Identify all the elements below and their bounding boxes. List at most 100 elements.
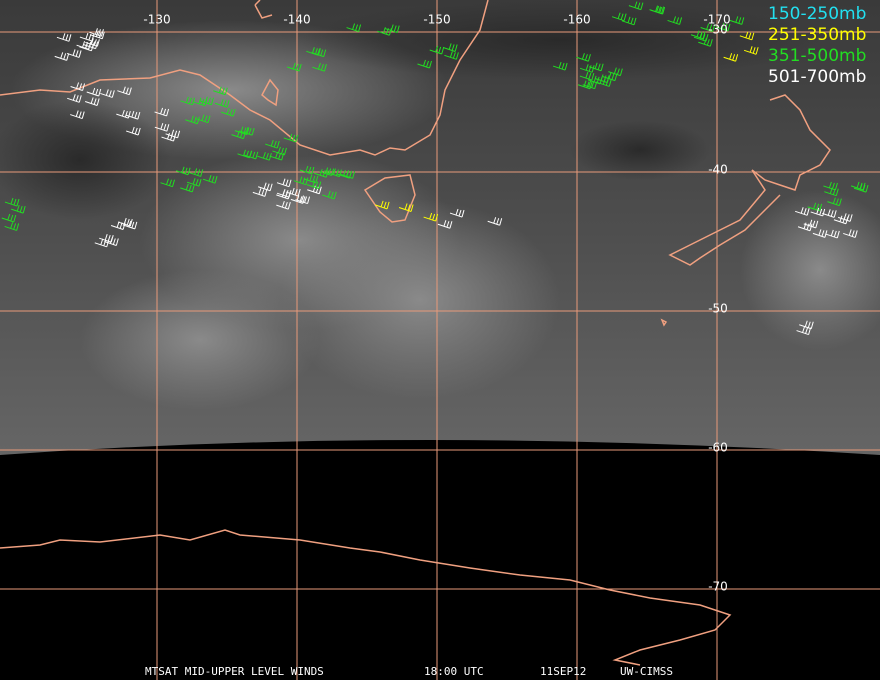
wind-barb <box>306 180 322 190</box>
wind-barb <box>258 182 273 192</box>
wind-barb <box>188 168 204 177</box>
cloud-imagery <box>0 0 880 455</box>
wind-barb <box>175 166 191 176</box>
wind-barb <box>180 96 195 106</box>
wind-barb <box>243 150 259 160</box>
legend-entry: 150-250mb <box>768 4 866 24</box>
latitude-label: -70 <box>708 580 728 594</box>
wind-barb <box>822 209 837 218</box>
legend-entry: 251-350mb <box>768 25 866 45</box>
legend-entry: 501-700mb <box>768 67 866 87</box>
wind-barb <box>602 72 618 82</box>
wind-barb <box>86 87 102 97</box>
wind-barb <box>192 97 208 107</box>
wind-barb <box>588 62 604 72</box>
wind-barb <box>161 132 176 142</box>
wind-barb <box>126 126 141 136</box>
wind-barb <box>743 46 759 55</box>
wind-barb <box>327 168 342 178</box>
footer-text: 18:00 UTC <box>424 665 484 678</box>
wind-barb <box>160 178 175 188</box>
wind-barb <box>214 99 230 108</box>
wind-barb <box>272 146 287 156</box>
wind-barb <box>287 62 302 72</box>
wind-barb <box>303 174 319 184</box>
wind-barb <box>487 217 503 226</box>
wind-barb <box>442 43 458 52</box>
wind-barb <box>444 51 459 60</box>
wind-barb <box>295 195 311 205</box>
wind-barb <box>290 195 306 204</box>
wind-barb <box>94 238 110 248</box>
wind-barb <box>423 212 439 222</box>
wind-barb <box>825 229 840 239</box>
wind-barb <box>700 23 716 32</box>
wind-barb <box>628 1 644 11</box>
wind-barb <box>286 187 301 197</box>
wind-barb <box>803 219 819 229</box>
wind-barb <box>276 200 291 210</box>
footer-text: MTSAT MID-UPPER LEVEL WINDS <box>145 665 324 678</box>
wind-barb <box>611 12 627 22</box>
longitude-label: -130 <box>143 13 170 27</box>
wind-barb <box>276 178 292 188</box>
wind-barb <box>180 183 195 193</box>
wind-barbs <box>1 1 869 336</box>
wind-barb <box>202 175 218 184</box>
wind-barb <box>85 38 100 47</box>
wind-barb <box>220 107 236 117</box>
wind-barb <box>715 22 731 32</box>
coastlines <box>0 0 831 666</box>
wind-barb <box>597 78 612 87</box>
wind-barb <box>577 80 593 90</box>
wind-barb <box>429 45 445 55</box>
footer-text: 11SEP12 <box>540 665 586 678</box>
wind-barb <box>293 176 309 186</box>
wind-barb <box>56 33 72 42</box>
wind-barb <box>314 169 329 178</box>
wind-barb <box>118 217 133 227</box>
wind-barb <box>311 48 327 58</box>
wind-barb <box>667 16 683 25</box>
wind-barb <box>823 181 838 191</box>
wind-barb <box>239 126 255 136</box>
legend-entry: 351-500mb <box>768 46 866 66</box>
wind-barb <box>269 151 285 161</box>
wind-barb <box>850 181 866 191</box>
wind-barb <box>807 202 823 212</box>
latitude-label: -60 <box>708 441 728 455</box>
wind-barb <box>165 129 181 139</box>
wind-barb <box>104 237 119 246</box>
wind-barb <box>67 94 82 103</box>
wind-barb <box>154 123 170 132</box>
wind-barb <box>276 189 292 198</box>
wind-barb <box>231 130 246 140</box>
wind-barb <box>186 178 202 187</box>
wind-barb <box>79 32 95 42</box>
longitude-label: -140 <box>283 13 310 27</box>
wind-barb <box>417 59 432 69</box>
wind-barb <box>70 110 85 120</box>
longitude-label: -160 <box>563 13 590 27</box>
wind-barb <box>594 74 610 83</box>
wind-barb <box>608 67 623 77</box>
wind-barb <box>799 320 814 330</box>
wind-barb <box>346 23 362 33</box>
wind-barb <box>70 82 86 91</box>
wind-barb <box>122 220 138 230</box>
wind-barb <box>11 204 26 214</box>
wind-barb <box>90 30 105 40</box>
wind-barb <box>213 86 228 96</box>
wind-barb <box>322 190 337 200</box>
wind-barb <box>117 86 132 96</box>
wind-barb <box>54 52 70 61</box>
wind-barb <box>312 63 327 72</box>
wind-barb <box>824 187 839 197</box>
wind-barb <box>265 139 280 149</box>
wind-barb <box>837 213 853 222</box>
latitude-label: -50 <box>708 302 728 316</box>
wind-barb <box>797 222 813 232</box>
